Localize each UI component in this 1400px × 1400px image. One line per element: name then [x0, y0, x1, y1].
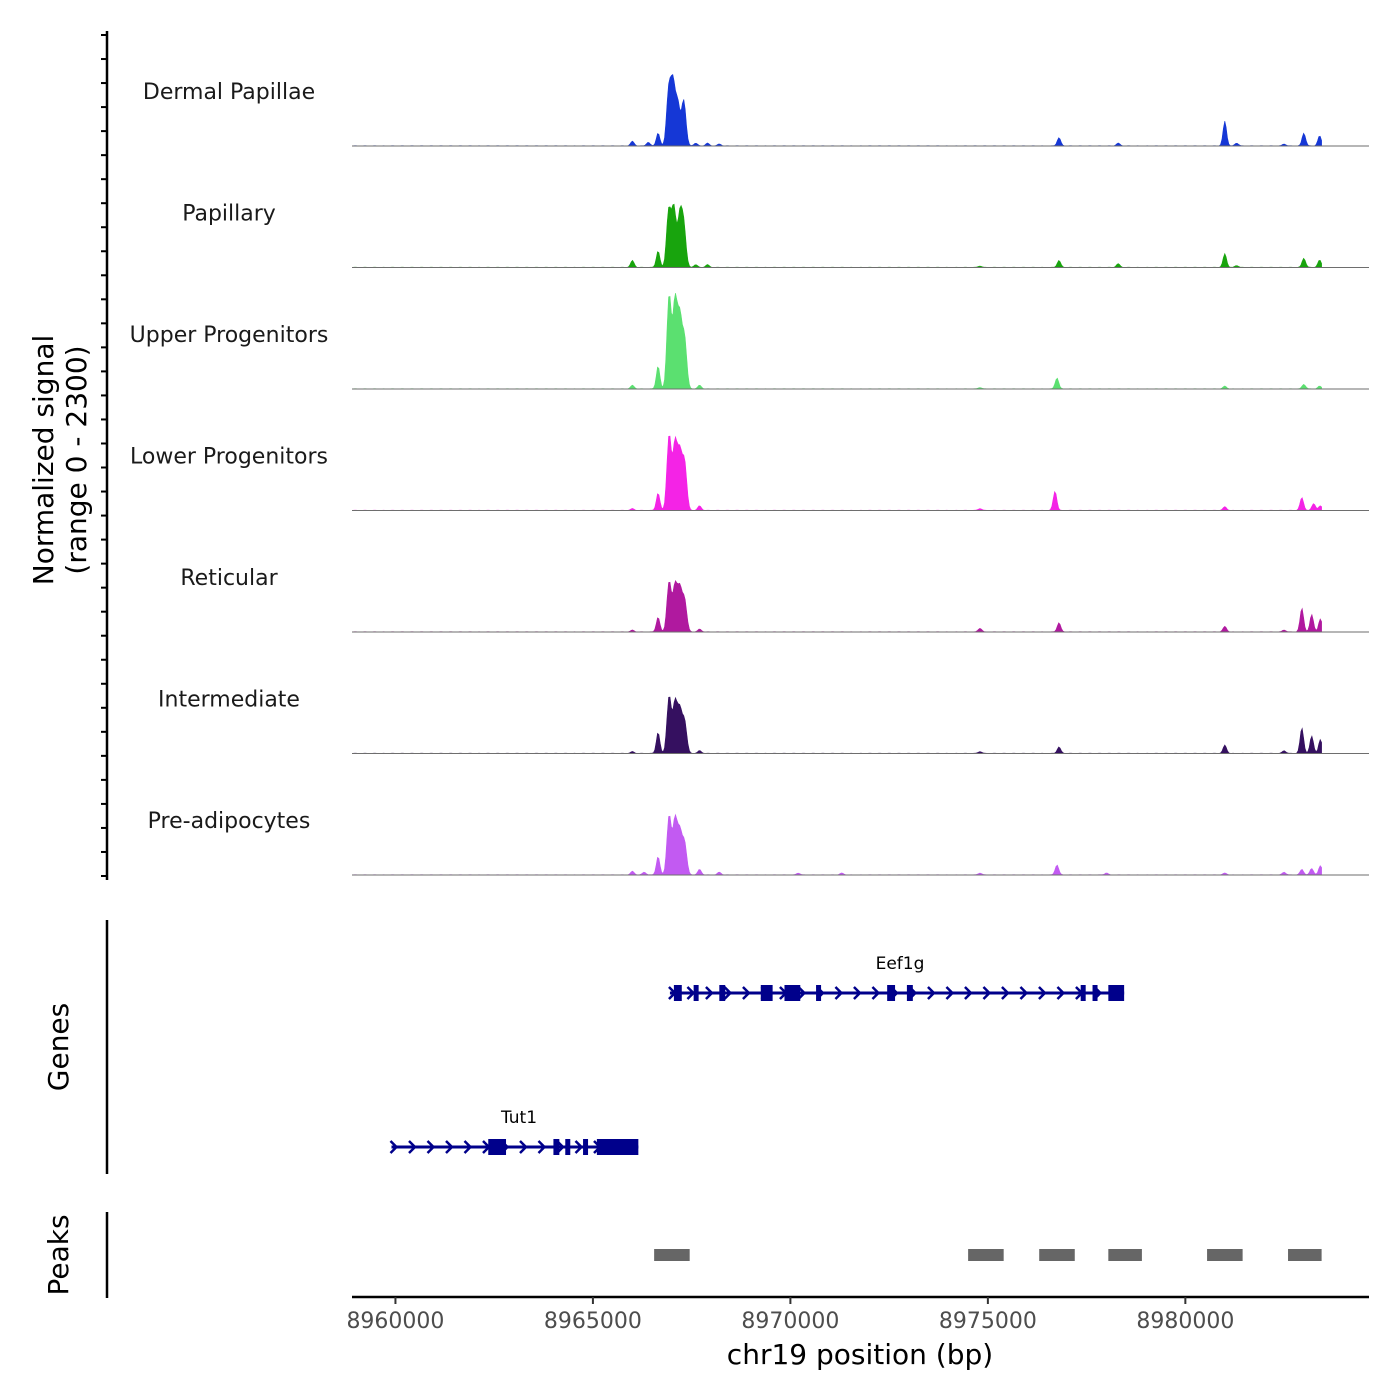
- x-tick-label: 8960000: [346, 1309, 444, 1334]
- strand-arrow: [964, 986, 973, 1000]
- strand-arrow: [982, 986, 992, 1000]
- gene-annotations: Eef1g Tut1: [389, 954, 1125, 1155]
- track-label: Papillary: [182, 202, 276, 227]
- gene-exon: [565, 1139, 571, 1155]
- gene-exon: [673, 985, 682, 1001]
- peak-region: [654, 1249, 690, 1261]
- strand-arrow: [853, 986, 862, 1000]
- x-tick-label: 8970000: [741, 1309, 839, 1334]
- strand-arrow: [705, 986, 714, 1000]
- x-axis-title: chr19 position (bp): [727, 1338, 993, 1371]
- coverage-tracks: Dermal Papillae Papillary Upper Progenitor…: [130, 73, 1369, 876]
- strand-arrow: [723, 986, 733, 1000]
- track-upper-progenitors: Upper Progenitors: [130, 292, 1369, 390]
- track-label: Pre-adipocytes: [148, 809, 311, 834]
- strand-arrow: [408, 1140, 417, 1154]
- gene-eef1g: Eef1g: [668, 954, 1125, 1001]
- x-axis-ticks: 8960000 8965000 8970000 8975000 8980000: [346, 1297, 1234, 1334]
- strand-arrow: [945, 986, 955, 1000]
- peaks-panel-label: Peaks: [42, 1214, 75, 1295]
- track-label: Reticular: [180, 566, 278, 591]
- y-axis-title-line1: Normalized signal: [27, 335, 60, 586]
- track-dermal-papillae: Dermal Papillae: [143, 73, 1369, 147]
- signal-area: [352, 73, 1322, 147]
- gene-exon: [488, 1139, 507, 1155]
- signal-area: [352, 435, 1322, 511]
- peak-region: [1108, 1249, 1142, 1261]
- peak-region: [1207, 1249, 1243, 1261]
- signal-area: [352, 696, 1322, 754]
- peak-region: [1039, 1249, 1075, 1261]
- peak-regions: [654, 1249, 1322, 1261]
- gene-exon: [1108, 985, 1125, 1001]
- strand-arrow: [389, 1140, 399, 1154]
- strand-arrow: [871, 986, 881, 1000]
- strand-arrow: [537, 1140, 547, 1154]
- strand-arrow: [1019, 986, 1029, 1000]
- gene-exon: [553, 1139, 560, 1155]
- gene-exon: [693, 985, 699, 1001]
- strand-arrow: [463, 1140, 473, 1154]
- track-papillary: Papillary: [182, 202, 1369, 268]
- strand-arrow: [1001, 986, 1010, 1000]
- gene-exon: [784, 985, 801, 1001]
- track-label: Dermal Papillae: [143, 80, 315, 105]
- track-label: Upper Progenitors: [130, 323, 329, 348]
- signal-area: [352, 203, 1322, 268]
- x-tick-label: 8980000: [1136, 1309, 1234, 1334]
- peak-region: [968, 1249, 1004, 1261]
- signal-area: [352, 292, 1322, 390]
- track-intermediate: Intermediate: [158, 688, 1369, 754]
- strand-arrow: [574, 1140, 584, 1154]
- track-label: Intermediate: [158, 688, 300, 713]
- track-lower-progenitors: Lower Progenitors: [130, 435, 1369, 511]
- strand-arrow: [742, 986, 751, 1000]
- peak-region: [1288, 1249, 1322, 1261]
- x-tick-label: 8965000: [544, 1309, 642, 1334]
- strand-arrow: [426, 1140, 436, 1154]
- gene-exon: [1080, 985, 1086, 1001]
- strand-arrow: [445, 1140, 454, 1154]
- gene-label: Eef1g: [876, 954, 925, 974]
- gene-exon: [760, 985, 773, 1001]
- gene-exon: [596, 1139, 639, 1155]
- gene-exon: [906, 985, 913, 1001]
- track-pre-adipocytes: Pre-adipocytes: [148, 809, 1369, 876]
- track-label: Lower Progenitors: [130, 445, 328, 470]
- signal-area: [352, 813, 1322, 876]
- gene-label: Tut1: [500, 1108, 537, 1128]
- gene-exon: [1092, 985, 1098, 1001]
- strand-arrow: [834, 986, 844, 1000]
- strand-arrow: [797, 986, 807, 1000]
- gene-exon: [719, 985, 726, 1001]
- x-tick-label: 8975000: [939, 1309, 1037, 1334]
- track-reticular: Reticular: [180, 566, 1369, 633]
- strand-arrow: [519, 1140, 528, 1154]
- signal-area: [352, 579, 1322, 633]
- gene-exon: [583, 1139, 589, 1155]
- gene-exon: [816, 985, 822, 1001]
- gene-tut1: Tut1: [389, 1108, 639, 1155]
- y-axis-title-line2: (range 0 - 2300): [60, 345, 93, 574]
- gene-exon: [887, 985, 896, 1001]
- strand-arrow: [927, 986, 936, 1000]
- genes-panel-label: Genes: [42, 1003, 75, 1091]
- strand-arrow: [1056, 986, 1066, 1000]
- signal-y-axis: [101, 31, 109, 880]
- strand-arrow: [686, 986, 696, 1000]
- strand-arrow: [1038, 986, 1047, 1000]
